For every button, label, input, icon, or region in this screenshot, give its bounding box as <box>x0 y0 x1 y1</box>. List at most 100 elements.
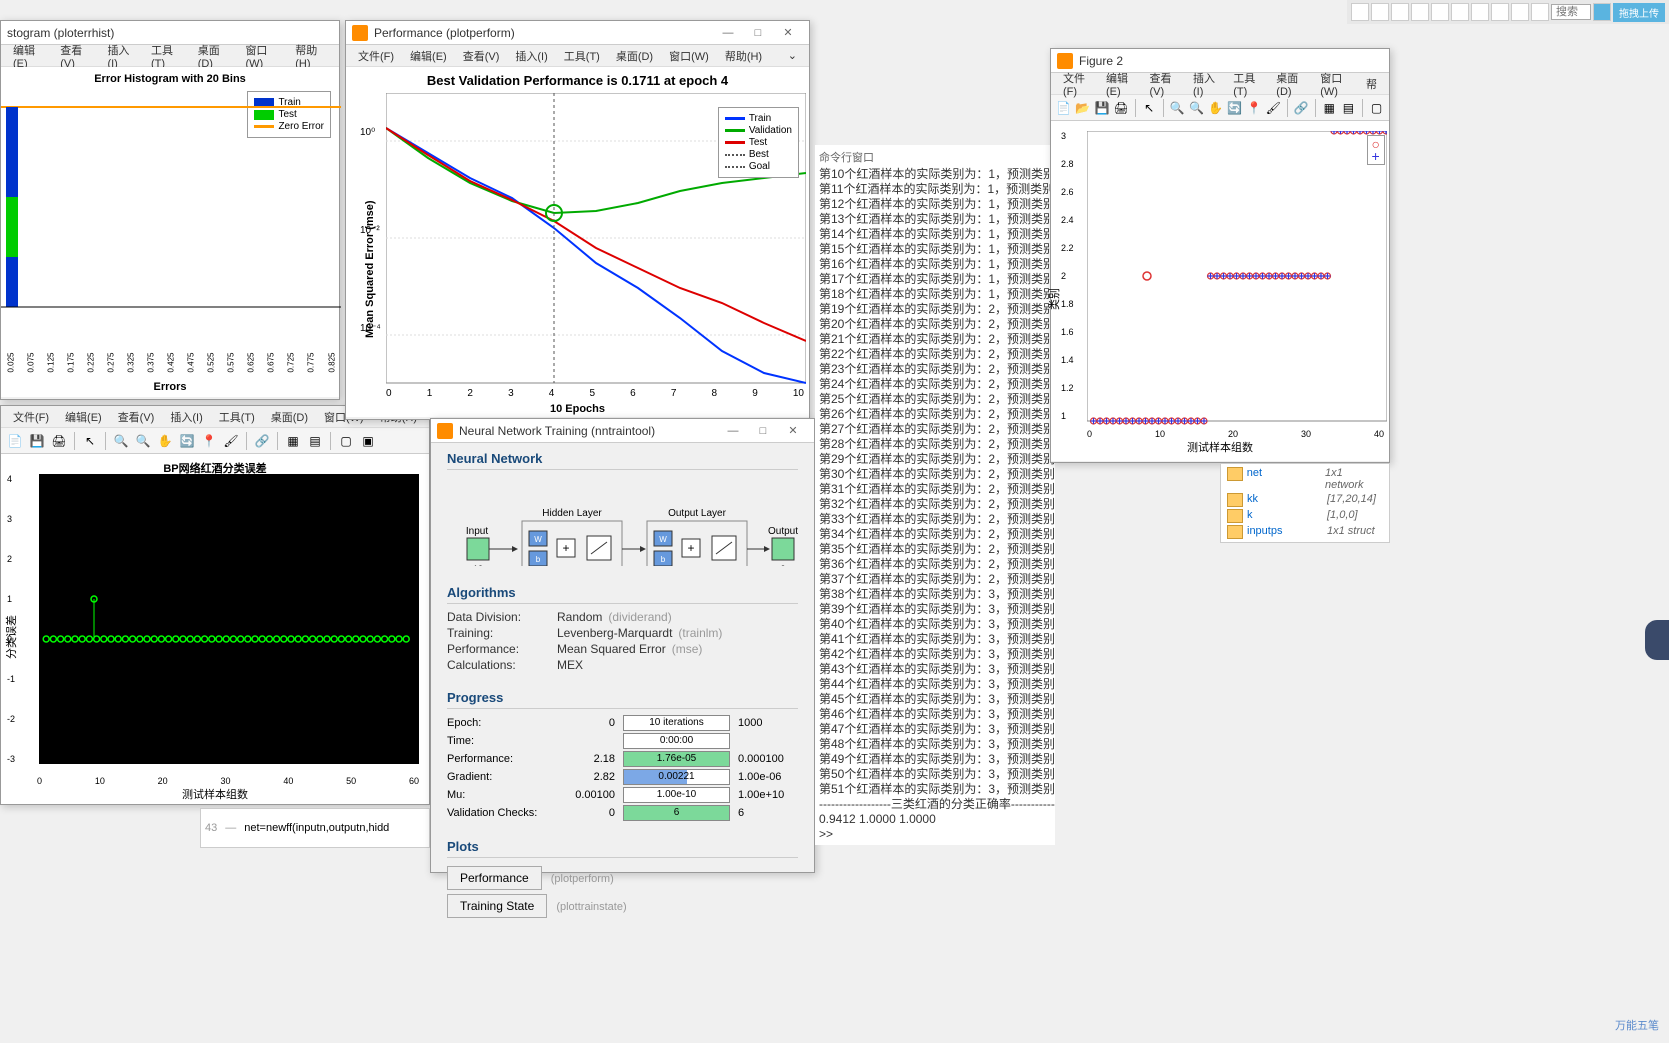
tool-icon[interactable] <box>1511 3 1529 21</box>
zoom-in-icon[interactable]: 🔍 <box>111 431 131 451</box>
brush-icon[interactable]: 🖌 <box>221 431 241 451</box>
menu-item[interactable]: 桌面(D) <box>608 48 661 64</box>
open-icon[interactable]: 📂 <box>1074 98 1091 118</box>
rotate-icon[interactable]: 🔄 <box>1226 98 1243 118</box>
tool-icon[interactable] <box>1431 3 1449 21</box>
menu-item[interactable]: 文件(F) <box>350 48 402 64</box>
menu-item[interactable]: 桌面(D) <box>190 42 238 70</box>
menu-item[interactable]: 文件(F) <box>1055 70 1098 98</box>
maximize-button[interactable]: □ <box>743 23 773 43</box>
menu-item[interactable]: 工具(T) <box>1225 70 1268 98</box>
menu-item[interactable]: 工具(T) <box>143 42 190 70</box>
datatip-icon[interactable]: 📍 <box>1245 98 1262 118</box>
tool-icon[interactable] <box>1391 3 1409 21</box>
search-input[interactable] <box>1551 4 1591 20</box>
svg-text:Input: Input <box>466 526 488 537</box>
menu-item[interactable]: 查看(V) <box>110 409 163 425</box>
tool-icon[interactable] <box>1471 3 1489 21</box>
workspace-variable[interactable]: net1x1 network <box>1223 466 1387 492</box>
tool-icon[interactable] <box>1491 3 1509 21</box>
minimize-button[interactable]: — <box>718 421 748 441</box>
link-icon[interactable]: 🔗 <box>252 431 272 451</box>
titlebar[interactable]: Performance (plotperform) — □ ✕ <box>346 21 809 45</box>
cloud-icon[interactable] <box>1593 3 1611 21</box>
zoom-out-icon[interactable]: 🔍 <box>1188 98 1205 118</box>
plot-button[interactable]: Performance <box>447 866 542 890</box>
menu-item[interactable]: 插入(I) <box>99 42 143 70</box>
menu-item[interactable]: 插入(I) <box>507 48 555 64</box>
menu-item[interactable]: 窗口(W) <box>661 48 717 64</box>
command-window[interactable]: 命令行窗口 第10个红酒样本的实际类别为：1，预测类别为第11个红酒样本的实际类… <box>815 145 1055 845</box>
link-icon[interactable]: 🔗 <box>1293 98 1310 118</box>
workspace-variable[interactable]: kk[17,20,14] <box>1223 492 1387 508</box>
workspace-variable[interactable]: k[1,0,0] <box>1223 508 1387 524</box>
menu-item[interactable]: 编辑(E) <box>5 42 52 70</box>
menu-expand-icon[interactable]: ⌄ <box>780 49 805 62</box>
menu-item[interactable]: 查看(V) <box>52 42 99 70</box>
menu-item[interactable]: 编辑(E) <box>1098 70 1141 98</box>
menu-item[interactable]: 编辑(E) <box>402 48 455 64</box>
menu-item[interactable]: 工具(T) <box>556 48 608 64</box>
pan-icon[interactable]: ✋ <box>155 431 175 451</box>
menu-item[interactable]: 窗口(W) <box>1312 70 1358 98</box>
menu-item[interactable]: 插入(I) <box>162 409 210 425</box>
save-icon[interactable]: 💾 <box>1093 98 1110 118</box>
code-text[interactable]: net=newff(inputn,outputn,hidd <box>244 822 389 834</box>
legend-icon[interactable]: ▤ <box>305 431 325 451</box>
upload-button[interactable]: 拖拽上传 <box>1613 3 1665 22</box>
save-icon[interactable]: 💾 <box>27 431 47 451</box>
menu-item[interactable]: 编辑(E) <box>57 409 110 425</box>
pointer-icon[interactable]: ↖ <box>1141 98 1158 118</box>
menu-item[interactable]: 文件(F) <box>5 409 57 425</box>
editor-line: 43 — net=newff(inputn,outputn,hidd <box>200 808 430 848</box>
menu-item[interactable]: 查看(V) <box>455 48 508 64</box>
print-icon[interactable]: 🖨 <box>1113 98 1130 118</box>
menu-item[interactable]: 查看(V) <box>1142 70 1185 98</box>
toolbar: 📄 💾 🖨 ↖ 🔍 🔍 ✋ 🔄 📍 🖌 🔗 ▦ ▤ ▢ ▣ <box>1 428 429 454</box>
workspace-variable[interactable]: inputps1x1 struct <box>1223 524 1387 540</box>
dock-icon[interactable]: ▢ <box>336 431 356 451</box>
print-icon[interactable]: 🖨 <box>49 431 69 451</box>
menu-item[interactable]: 插入(I) <box>1185 70 1225 98</box>
tool-icon[interactable] <box>1351 3 1369 21</box>
maximize-button[interactable]: □ <box>748 421 778 441</box>
minimize-button[interactable]: — <box>713 23 743 43</box>
menu-item[interactable]: 帮助(H) <box>287 42 335 70</box>
menu-item[interactable]: 工具(T) <box>211 409 263 425</box>
titlebar[interactable]: Neural Network Training (nntraintool) — … <box>431 419 814 443</box>
svg-text:Output Layer: Output Layer <box>668 508 726 519</box>
new-icon[interactable]: 📄 <box>5 431 25 451</box>
histogram-plot: Error Histogram with 20 Bins Train Test … <box>1 67 339 397</box>
pan-icon[interactable]: ✋ <box>1207 98 1224 118</box>
dock-icon[interactable]: ▢ <box>1368 98 1385 118</box>
tool-icon[interactable] <box>1411 3 1429 21</box>
dock-icon[interactable]: ▣ <box>358 431 378 451</box>
menu-item[interactable]: 帮 <box>1358 76 1385 92</box>
menu-item[interactable]: 桌面(D) <box>1268 70 1312 98</box>
error-figure-window: 文件(F) 编辑(E) 查看(V) 插入(I) 工具(T) 桌面(D) 窗口(W… <box>0 405 430 805</box>
close-button[interactable]: ✕ <box>778 421 808 441</box>
colorbar-icon[interactable]: ▦ <box>1321 98 1338 118</box>
plots-section: Plots Performance (plotperform)Training … <box>431 831 814 928</box>
menu-item[interactable]: 帮助(H) <box>717 48 770 64</box>
zoom-out-icon[interactable]: 🔍 <box>133 431 153 451</box>
tool-icon[interactable] <box>1371 3 1389 21</box>
rotate-icon[interactable]: 🔄 <box>177 431 197 451</box>
zoom-in-icon[interactable]: 🔍 <box>1169 98 1186 118</box>
brush-icon[interactable]: 🖌 <box>1265 98 1282 118</box>
new-icon[interactable]: 📄 <box>1055 98 1072 118</box>
menu-item[interactable]: 窗口(W) <box>237 42 287 70</box>
pointer-icon[interactable]: ↖ <box>80 431 100 451</box>
menu-item[interactable]: 桌面(D) <box>263 409 316 425</box>
tool-icon[interactable] <box>1451 3 1469 21</box>
datatip-icon[interactable]: 📍 <box>199 431 219 451</box>
menubar: 文件(F) 编辑(E) 查看(V) 插入(I) 工具(T) 桌面(D) 窗口(W… <box>346 45 809 67</box>
progress-section: Progress Epoch:010 iterations1000Time:0:… <box>431 682 814 831</box>
tool-icon[interactable] <box>1531 3 1549 21</box>
section-heading: Progress <box>447 690 798 709</box>
legend-icon[interactable]: ▤ <box>1340 98 1357 118</box>
side-tab-button[interactable] <box>1645 620 1669 660</box>
plot-button[interactable]: Training State <box>447 894 547 918</box>
colorbar-icon[interactable]: ▦ <box>283 431 303 451</box>
close-button[interactable]: ✕ <box>773 23 803 43</box>
